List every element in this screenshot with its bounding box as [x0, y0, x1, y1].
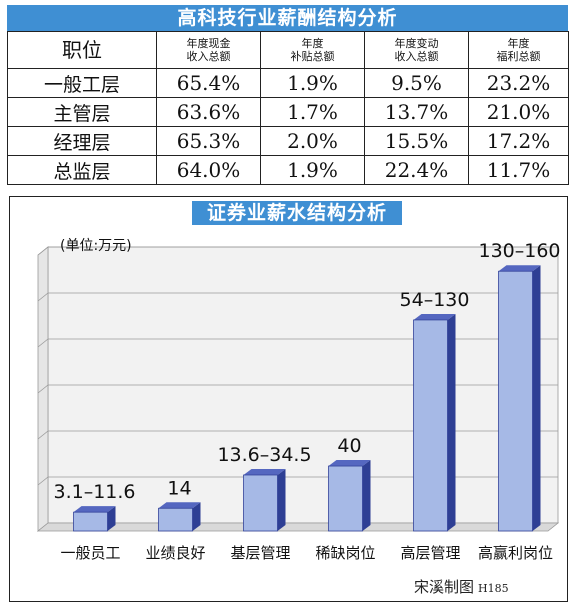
- bar: [413, 319, 448, 532]
- bar-side: [107, 506, 116, 531]
- header-line-2: 福利总额: [496, 50, 541, 63]
- category-label: 一般员工: [60, 544, 120, 562]
- gridline: [37, 338, 558, 348]
- table-cell: 11.7%: [468, 155, 569, 185]
- salary-table-section: 高科技行业薪酬结构分析 职位 年度现金 收入总额 年度 补贴总额 年度变动 收入总额 …: [7, 5, 569, 185]
- header-line-1: 年度变动: [394, 37, 439, 50]
- data-label: 130–160: [478, 240, 560, 262]
- table-cell: 21.0%: [468, 97, 569, 127]
- table-cell: 2.0%: [260, 126, 365, 156]
- table-row: 经理层 65.3% 2.0% 15.5% 17.2%: [7, 126, 569, 156]
- header-line-1: 年度: [301, 37, 324, 50]
- bar-top: [328, 460, 371, 467]
- bar-top: [158, 502, 201, 509]
- row-label: 经理层: [7, 126, 157, 156]
- data-label: 13.6–34.5: [217, 444, 311, 466]
- table-cell: 65.3%: [156, 126, 261, 156]
- bar: [328, 465, 363, 532]
- gridline: [37, 246, 558, 256]
- header-welfare: 年度 福利总额: [468, 31, 569, 69]
- header-line-1: 年度: [507, 37, 530, 50]
- gridline: [37, 430, 558, 440]
- category-label: 高层管理: [400, 544, 460, 562]
- bar-side: [447, 313, 456, 531]
- category-label: 业绩良好: [145, 544, 205, 562]
- table-cell: 1.9%: [260, 68, 365, 98]
- header-line-2: 补贴总额: [290, 50, 335, 63]
- table-row: 总监层 64.0% 1.9% 22.4% 11.7%: [7, 155, 569, 185]
- table-cell: 65.4%: [156, 68, 261, 98]
- table-cell: 1.9%: [260, 155, 365, 185]
- table-cell: 63.6%: [156, 97, 261, 127]
- bar: [243, 474, 278, 532]
- header-variable-income: 年度变动 收入总额: [364, 31, 469, 69]
- salary-table: 职位 年度现金 收入总额 年度 补贴总额 年度变动 收入总额 年度 福利总额 一般工层 …: [7, 31, 569, 185]
- table-cell: 64.0%: [156, 155, 261, 185]
- chart-floor: [36, 522, 560, 532]
- credit-code: H185: [478, 582, 509, 595]
- bar-top: [243, 468, 286, 475]
- gridline: [37, 476, 558, 486]
- unit-label: (单位:万元): [60, 238, 132, 254]
- header-allowance: 年度 补贴总额: [260, 31, 365, 69]
- header-line-2: 收入总额: [186, 50, 231, 63]
- bar-top: [413, 313, 456, 320]
- table-cell: 17.2%: [468, 126, 569, 156]
- table-row: 一般工层 65.4% 1.9% 9.5% 23.2%: [7, 68, 569, 98]
- bar: [498, 270, 533, 532]
- header-line-1: 年度现金: [186, 37, 231, 50]
- row-label: 一般工层: [7, 68, 157, 98]
- bar-side: [362, 460, 371, 531]
- table-cell: 9.5%: [364, 68, 469, 98]
- category-label: 高赢利岗位: [478, 544, 553, 562]
- header-line-2: 收入总额: [394, 50, 439, 63]
- bar-side: [532, 265, 541, 531]
- row-label: 主管层: [7, 97, 157, 127]
- header-position-label: 职位: [62, 37, 102, 62]
- bar-top: [73, 506, 116, 513]
- data-label: 40: [337, 435, 361, 457]
- bar: [73, 511, 108, 532]
- table-cell: 23.2%: [468, 68, 569, 98]
- category-label: 基层管理: [230, 544, 290, 562]
- data-label: 14: [167, 477, 191, 499]
- gridline: [37, 384, 558, 394]
- bar-side: [277, 468, 286, 531]
- credit: 宋溪制图 H185: [414, 576, 509, 597]
- chart-title: 证券业薪水结构分析: [192, 201, 402, 225]
- data-label: 54–130: [400, 289, 470, 311]
- table-cell: 13.7%: [364, 97, 469, 127]
- data-label: 3.1–11.6: [53, 481, 135, 503]
- category-label: 稀缺岗位: [315, 544, 375, 562]
- bar: [158, 507, 193, 532]
- table-row: 主管层 63.6% 1.7% 13.7% 21.0%: [7, 97, 569, 127]
- row-label: 总监层: [7, 155, 157, 185]
- bar-side: [192, 502, 201, 531]
- bar-top: [498, 265, 541, 272]
- header-position: 职位: [7, 31, 157, 69]
- table-header-row: 职位 年度现金 收入总额 年度 补贴总额 年度变动 收入总额 年度 福利总额: [7, 31, 569, 69]
- header-cash-income: 年度现金 收入总额: [156, 31, 261, 69]
- table-title: 高科技行业薪酬结构分析: [7, 5, 568, 31]
- credit-text: 宋溪制图: [414, 578, 475, 596]
- chart-panel: 3.1–11.6 一般员工 14 业绩良好 13.6–34.5 基层管理 40 稀缺岗位 54–…: [9, 196, 568, 602]
- table-cell: 1.7%: [260, 97, 365, 127]
- bar-chart: 3.1–11.6 一般员工 14 业绩良好 13.6–34.5 基层管理 40 稀缺岗位 54–…: [36, 240, 561, 562]
- table-cell: 15.5%: [364, 126, 469, 156]
- table-cell: 22.4%: [364, 155, 469, 185]
- gridline: [37, 292, 558, 302]
